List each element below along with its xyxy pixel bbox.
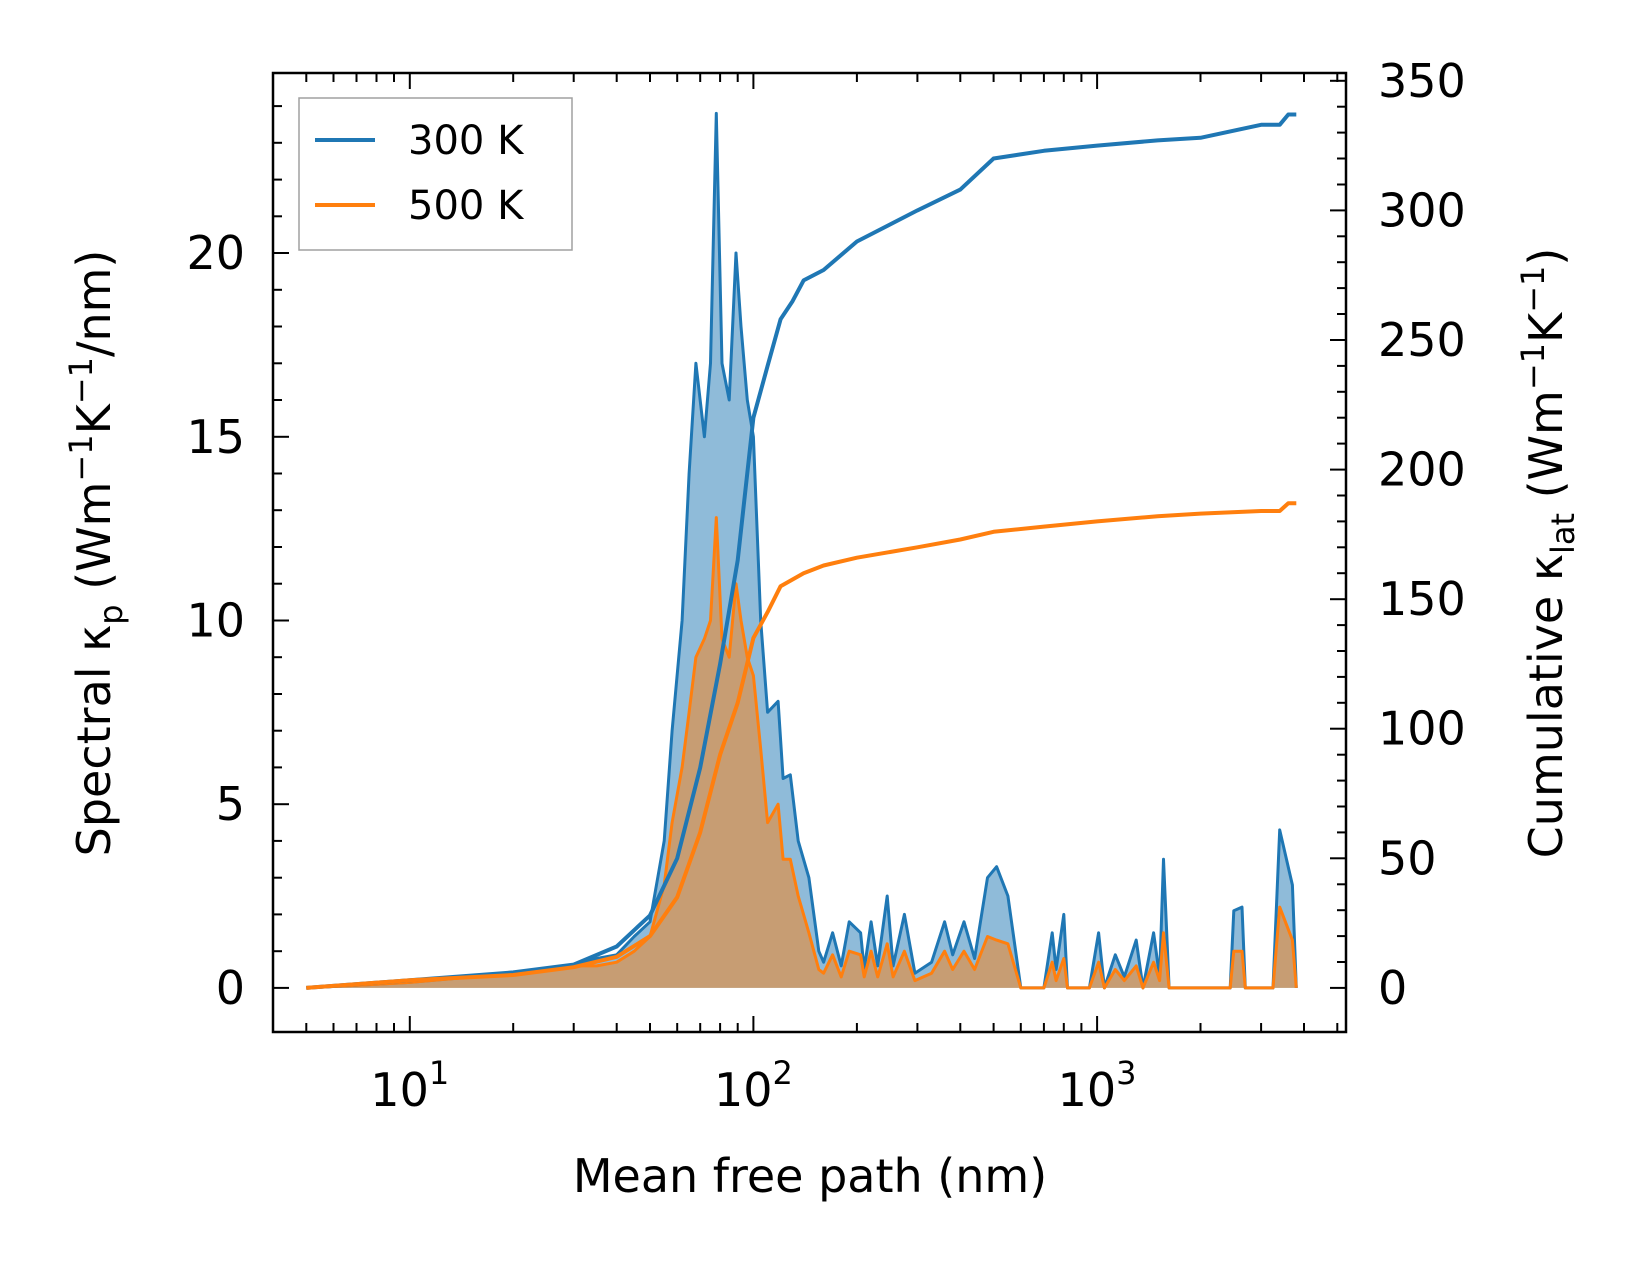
y-left-label-mid: K <box>67 402 121 434</box>
y-left-tick-label: 0 <box>216 961 245 1015</box>
y-right-label-unit-close: ) <box>1519 248 1573 266</box>
y-right-label-prefix: Cumulative κ <box>1519 554 1573 858</box>
plot-area <box>306 111 1298 990</box>
axes-frame <box>271 71 1348 1034</box>
legend-label-500k: 500 K <box>408 183 525 229</box>
y-left-label-prefix: Spectral κ <box>67 625 121 857</box>
y-left-label-unit-close: /nm) <box>67 250 121 357</box>
y-left-tick-label: 15 <box>186 410 245 464</box>
y-right-tick-label: 200 <box>1378 443 1466 497</box>
y-left-label-sup1: −1 <box>62 434 100 481</box>
x-axis-label: Mean free path (nm) <box>573 1149 1047 1203</box>
y-right-label-sup1: −1 <box>1514 343 1552 390</box>
cumulative-line-500k <box>306 501 1297 990</box>
y-right-tick-label: 150 <box>1378 572 1466 626</box>
y-right-label-unit-open: (Wm <box>1519 390 1573 513</box>
legend: 300 K 500 K <box>298 97 573 251</box>
y-right-tick-label: 50 <box>1378 831 1437 885</box>
y-axis-left-label: Spectral κp (Wm−1K−1/nm) <box>62 250 130 857</box>
cumulative-line-300k <box>306 112 1297 990</box>
y-left-label-unit-open: (Wm <box>67 482 121 605</box>
y-left-tick-label: 5 <box>216 777 245 831</box>
legend-box <box>298 97 573 251</box>
y-left-label-sup2: −1 <box>62 357 100 404</box>
y-right-tick-label: 300 <box>1378 183 1466 237</box>
y-right-tick-label: 0 <box>1378 961 1407 1015</box>
y-right-label-sup2: −1 <box>1514 266 1552 313</box>
y-left-label-sub: p <box>92 604 130 624</box>
legend-label-300k: 300 K <box>408 118 525 164</box>
y-right-label-mid: K <box>1519 311 1573 343</box>
y-left-tick-label: 20 <box>186 226 245 280</box>
y-right-label-sub: lat <box>1544 513 1582 554</box>
x-tick-label: 103 <box>1058 1054 1137 1117</box>
y-left-tick-label: 10 <box>186 594 245 648</box>
spectral-line-300k <box>306 111 1298 990</box>
y-right-tick-label: 100 <box>1378 702 1466 756</box>
y-right-tick-label: 250 <box>1378 313 1466 367</box>
y-right-tick-label: 350 <box>1378 54 1466 108</box>
x-tick-label: 101 <box>370 1054 449 1117</box>
x-tick-label: 102 <box>714 1054 793 1117</box>
spectral-line-500k <box>306 516 1298 990</box>
y-axis-right-label: Cumulative κlat (Wm−1K−1) <box>1514 248 1582 859</box>
